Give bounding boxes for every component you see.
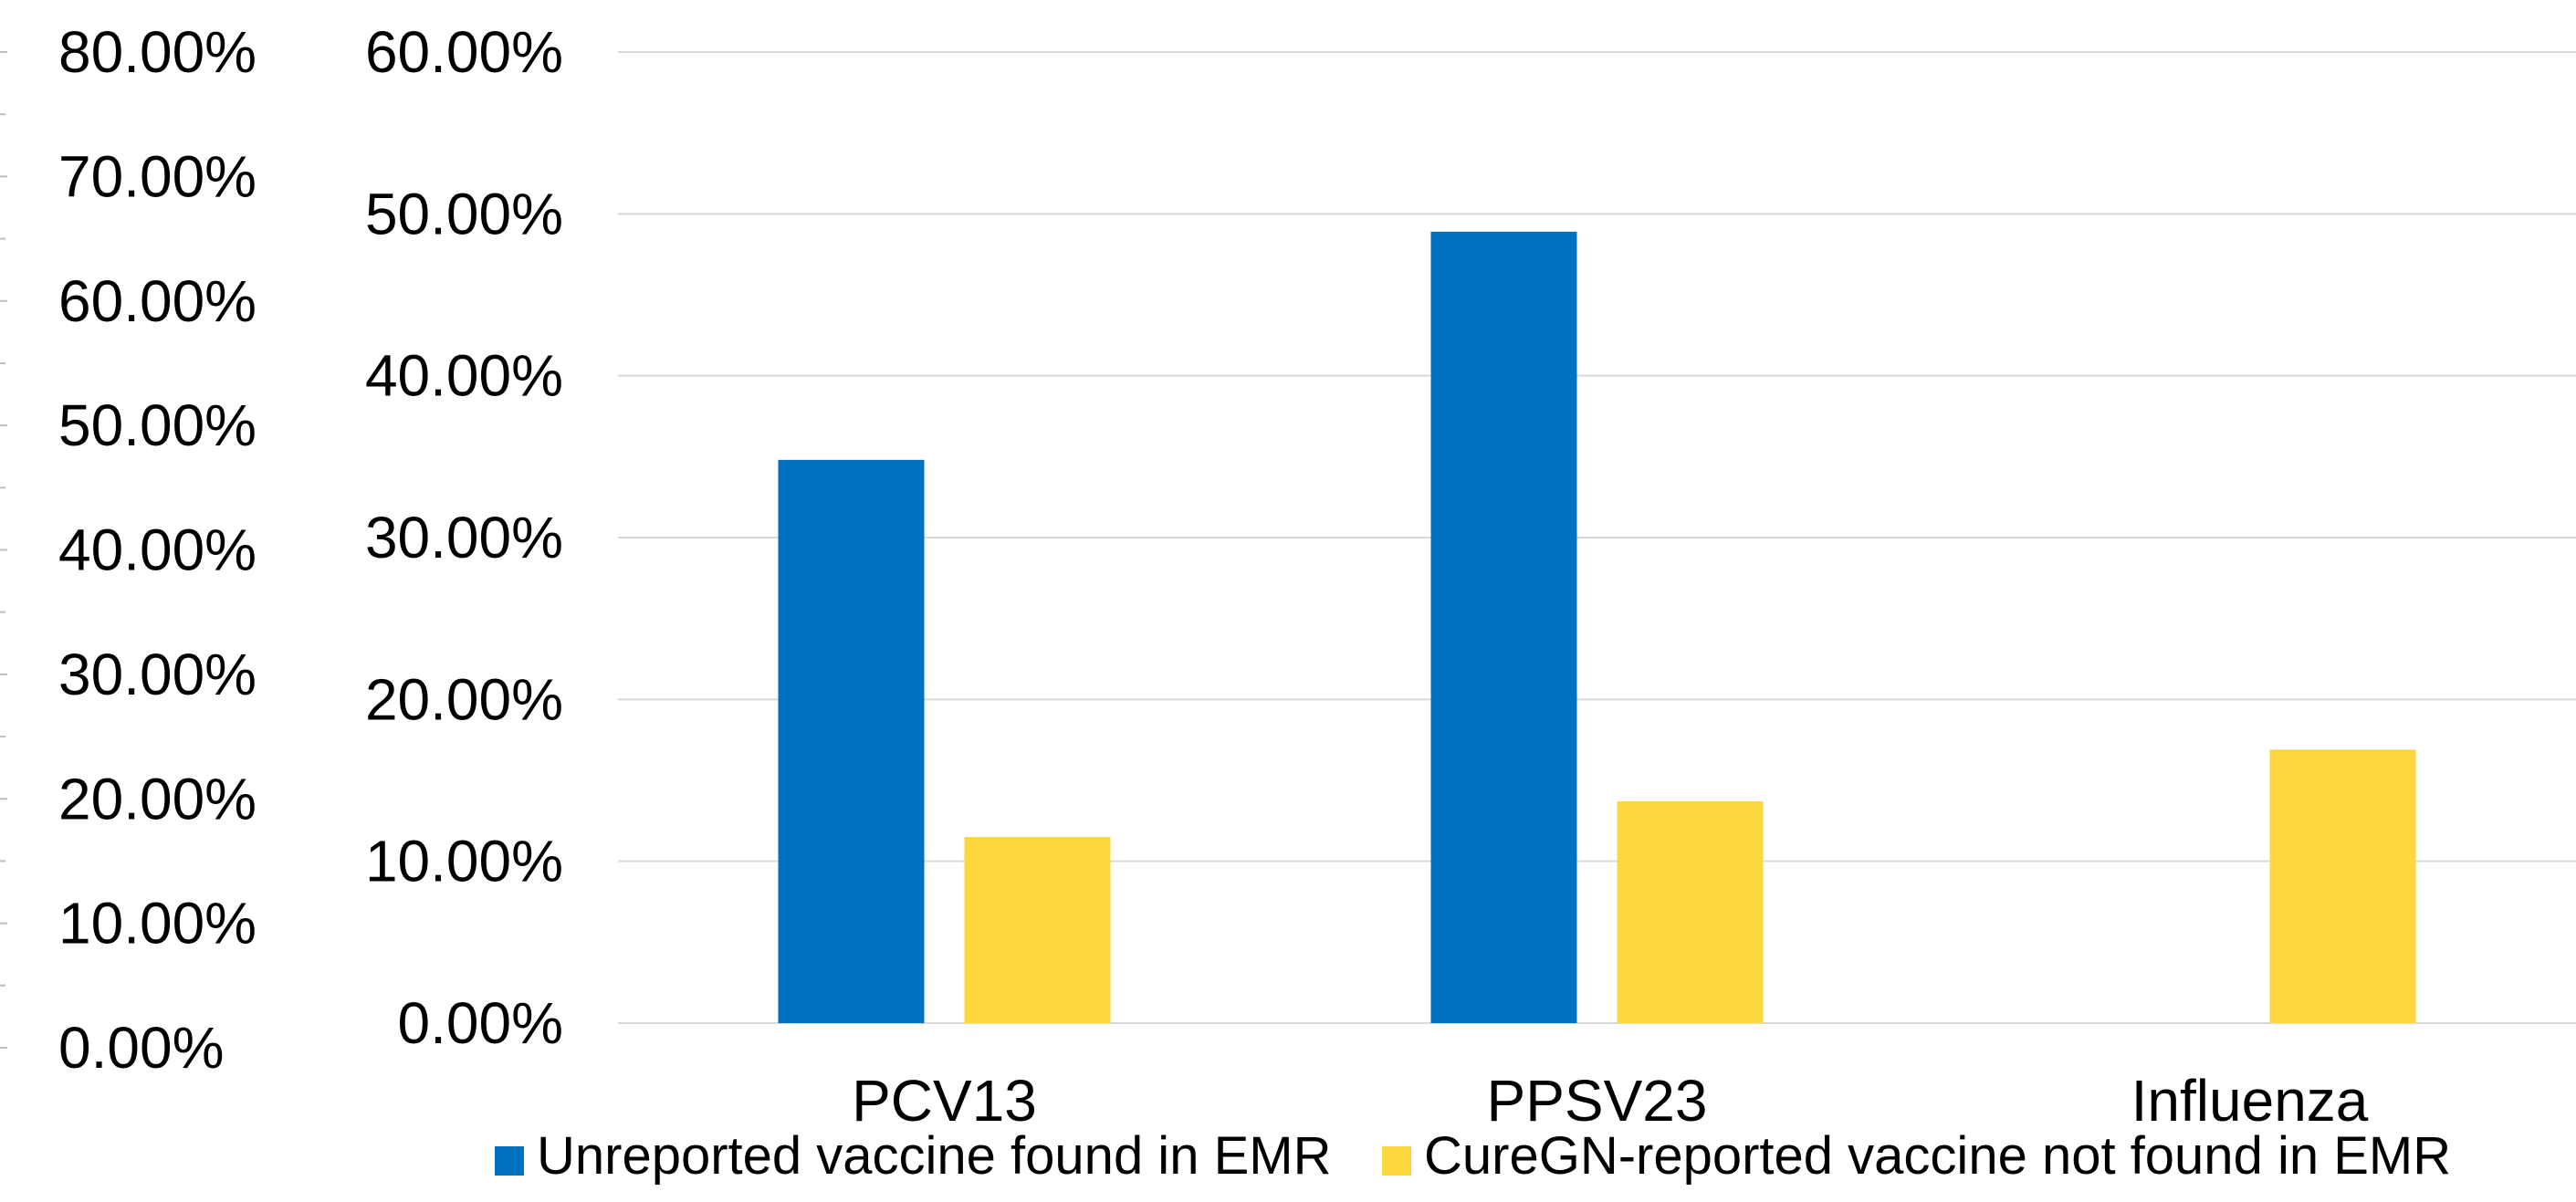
secondary-tick-label: 0.00%: [58, 1015, 224, 1081]
y-tick-label: 60.00%: [365, 19, 563, 85]
bar-unreported-pcv13: [778, 459, 925, 1023]
legend-label: CureGN-reported vaccine not found in EMR: [1424, 1126, 2451, 1186]
secondary-tick-label: 20.00%: [58, 766, 257, 831]
legend-label: Unreported vaccine found in EMR: [537, 1126, 1331, 1186]
legend: Unreported vaccine found in EMR CureGN-re…: [495, 1126, 2451, 1186]
legend-swatch: [1382, 1146, 1411, 1176]
primary-y-axis: 0.00% 10.00% 20.00% 30.00% 40.00% 50.00% 60.00…: [365, 19, 563, 1056]
x-tick-label: PCV13: [852, 1068, 1037, 1134]
x-axis: PCV13 PPSV23 Influenza: [852, 1068, 2369, 1134]
bar-curegn-ppsv23: [1617, 801, 1764, 1023]
secondary-tick-label: 80.00%: [58, 19, 257, 85]
bar-curegn-pcv13: [964, 837, 1111, 1023]
x-tick-label: PPSV23: [1487, 1068, 1708, 1134]
secondary-y-axis: 0.00% 10.00% 20.00% 30.00% 40.00% 50.00% 60.00…: [0, 19, 257, 1081]
y-tick-label: 10.00%: [365, 829, 563, 894]
bar-curegn-influenza: [2269, 749, 2416, 1023]
secondary-tick-label: 50.00%: [58, 392, 257, 458]
legend-swatch: [495, 1146, 524, 1176]
bar-unreported-ppsv23: [1430, 231, 1577, 1024]
y-tick-label: 0.00%: [398, 990, 563, 1056]
y-tick-label: 50.00%: [365, 181, 563, 246]
y-tick-label: 20.00%: [365, 666, 563, 732]
gridlines: [618, 51, 2576, 1024]
secondary-tick-label: 70.00%: [58, 143, 257, 209]
y-tick-label: 40.00%: [365, 343, 563, 409]
x-tick-label: Influenza: [2131, 1068, 2369, 1134]
y-tick-label: 30.00%: [365, 505, 563, 570]
secondary-tick-label: 60.00%: [58, 268, 257, 334]
bars: [778, 231, 2416, 1024]
secondary-tick-label: 30.00%: [58, 642, 257, 707]
secondary-tick-label: 10.00%: [58, 891, 257, 956]
secondary-tick-label: 40.00%: [58, 517, 257, 583]
